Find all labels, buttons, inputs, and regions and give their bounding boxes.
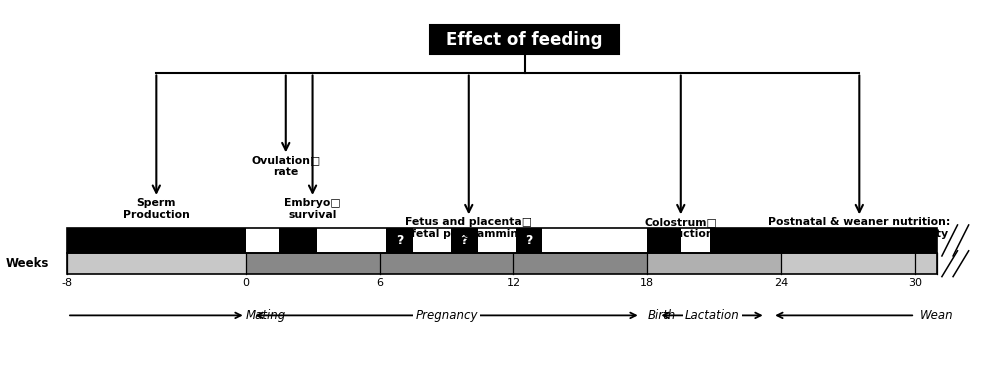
- Bar: [781, 254, 937, 274]
- Text: Wean: Wean: [919, 309, 953, 322]
- Bar: [429, 25, 620, 54]
- Text: Mating: Mating: [246, 309, 286, 322]
- Text: Sperm
Production: Sperm Production: [123, 198, 190, 220]
- Text: ?: ?: [395, 234, 403, 247]
- Text: Lactation: Lactation: [684, 309, 739, 322]
- Text: Embryo□
survival: Embryo□ survival: [284, 198, 341, 220]
- Text: 18: 18: [640, 278, 654, 288]
- Bar: [710, 228, 937, 254]
- Bar: [386, 228, 413, 254]
- Bar: [246, 254, 647, 274]
- Text: Ovulation□
rate: Ovulation□ rate: [251, 155, 321, 177]
- Text: -8: -8: [62, 278, 73, 288]
- Bar: [647, 254, 781, 274]
- Bar: [451, 228, 478, 254]
- Bar: [67, 254, 937, 274]
- Bar: [67, 254, 246, 274]
- Bar: [279, 228, 317, 254]
- Text: Colostrum□
production: Colostrum□ production: [644, 217, 717, 239]
- Bar: [67, 228, 937, 254]
- Text: Fetus and placenta□
fetal programming: Fetus and placenta□ fetal programming: [405, 217, 532, 239]
- Text: 6: 6: [376, 278, 383, 288]
- Text: 12: 12: [506, 278, 521, 288]
- Text: 24: 24: [774, 278, 789, 288]
- Text: 30: 30: [908, 278, 922, 288]
- Text: Effect of feeding: Effect of feeding: [446, 31, 603, 49]
- Text: Postnatal & weaner nutrition:
Growth, maturation, puberty: Postnatal & weaner nutrition: Growth, ma…: [768, 217, 950, 239]
- Text: Birth: Birth: [647, 309, 675, 322]
- Text: Pregnancy: Pregnancy: [415, 309, 478, 322]
- Bar: [67, 228, 937, 254]
- Text: ?: ?: [525, 234, 533, 247]
- Bar: [67, 228, 246, 254]
- Bar: [516, 228, 543, 254]
- Text: Weeks: Weeks: [6, 257, 49, 270]
- Text: ?: ?: [460, 234, 468, 247]
- Text: 0: 0: [242, 278, 249, 288]
- Bar: [647, 228, 681, 254]
